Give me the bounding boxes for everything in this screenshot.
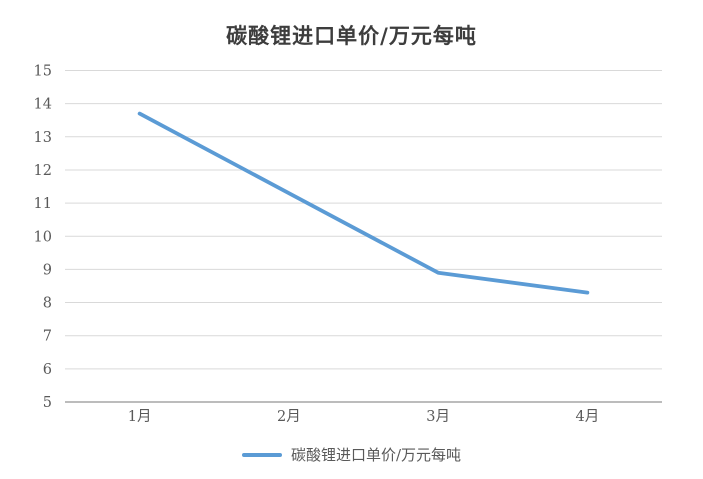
legend-label: 碳酸锂进口单价/万元每吨 <box>290 446 462 464</box>
legend: 碳酸锂进口单价/万元每吨 <box>0 444 703 465</box>
y-tick-label: 8 <box>43 296 52 312</box>
legend-line-swatch <box>241 452 282 457</box>
x-tick-label: 2月 <box>277 409 301 425</box>
y-tick-label: 7 <box>43 329 52 345</box>
y-tick-label: 5 <box>43 395 52 411</box>
y-tick-label: 14 <box>34 97 52 113</box>
chart-title: 碳酸锂进口单价/万元每吨 <box>226 23 477 48</box>
y-tick-label: 6 <box>43 362 52 378</box>
x-tick-label: 1月 <box>128 409 152 425</box>
y-tick-label: 10 <box>34 229 52 245</box>
y-tick-label: 9 <box>43 262 52 278</box>
y-tick-label: 12 <box>34 163 52 179</box>
x-tick-label: 3月 <box>426 409 450 425</box>
y-tick-label: 11 <box>34 196 52 212</box>
series-line <box>137 111 590 295</box>
y-tick-label: 13 <box>34 130 52 146</box>
y-tick-label: 15 <box>34 64 52 80</box>
x-tick-label: 4月 <box>576 409 600 425</box>
